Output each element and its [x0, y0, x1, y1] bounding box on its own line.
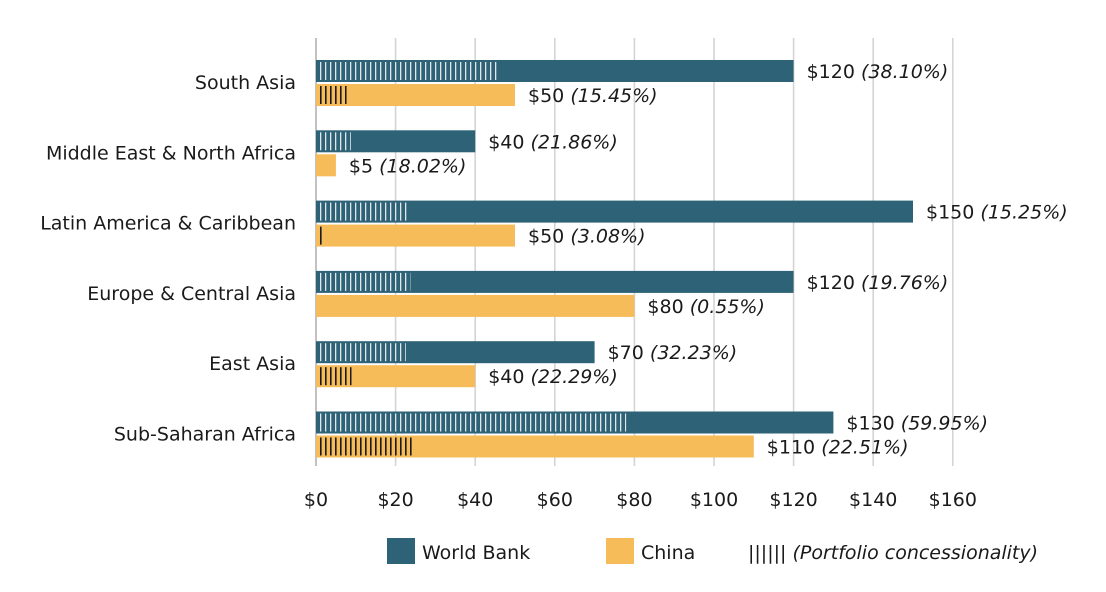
- x-tick-label: $80: [616, 489, 652, 511]
- category-label: Sub-Saharan Africa: [114, 424, 296, 446]
- x-tick-label: $140: [849, 489, 897, 511]
- china-concessionality-hatch: [318, 86, 347, 104]
- bars: [316, 60, 913, 458]
- china-concessionality-hatch: [318, 296, 320, 315]
- china-bar: [316, 294, 635, 317]
- china-value-label: $40 (22.29%): [488, 366, 618, 388]
- world-bank-concessionality-hatch: [318, 343, 406, 362]
- x-tick-label: $0: [304, 489, 328, 511]
- legend-swatch: [606, 538, 634, 564]
- china-bar: [316, 365, 476, 388]
- world-bank-value-label: $40 (21.86%): [488, 131, 618, 153]
- world-bank-bar: [316, 270, 794, 293]
- world-bank-concessionality-hatch: [318, 272, 411, 291]
- china-value-label: $50 (3.08%): [528, 226, 646, 248]
- category-label: Middle East & North Africa: [46, 142, 296, 164]
- x-tick-label: $20: [377, 489, 413, 511]
- china-value-label: $50 (15.45%): [528, 85, 658, 107]
- category-label: East Asia: [209, 353, 296, 375]
- world-bank-value-label: $130 (59.95%): [846, 413, 988, 435]
- category-label: South Asia: [195, 72, 296, 94]
- legend-label: World Bank: [422, 542, 530, 564]
- china-bar: [316, 154, 336, 177]
- grid-lines: [315, 38, 954, 466]
- legend-swatch: [387, 538, 415, 564]
- world-bank-value-label: $120 (19.76%): [807, 272, 949, 294]
- china-concessionality-hatch: [318, 156, 320, 175]
- legend: World Bank China |||||| (Portfolio concess…: [387, 538, 1038, 564]
- world-bank-value-label: $120 (38.10%): [807, 61, 949, 83]
- labels: $0 $20 $40 $60 $80 $100 $120 $140 $160 South Asia…: [40, 61, 1068, 511]
- china-concessionality-hatch: [318, 367, 352, 386]
- world-bank-value-label: $150 (15.25%): [926, 202, 1068, 224]
- world-bank-bar: [316, 130, 476, 153]
- x-tick-label: $60: [537, 489, 573, 511]
- x-tick-label: $120: [769, 489, 817, 511]
- legend-label: China: [641, 542, 695, 564]
- world-bank-bar: [316, 200, 913, 223]
- china-bar: [316, 224, 515, 247]
- x-tick-label: $40: [457, 489, 493, 511]
- china-bar: [316, 435, 754, 458]
- category-label: Latin America & Caribbean: [40, 213, 296, 235]
- china-value-label: $110 (22.51%): [767, 437, 909, 459]
- china-concessionality-hatch: [318, 226, 323, 245]
- x-tick-label: $100: [690, 489, 738, 511]
- china-value-label: $80 (0.55%): [647, 296, 765, 318]
- category-label: Europe & Central Asia: [87, 283, 296, 305]
- world-bank-concessionality-hatch: [318, 202, 408, 221]
- x-tick-label: $160: [929, 489, 977, 511]
- world-bank-concessionality-hatch: [318, 413, 627, 432]
- china-value-label: $5 (18.02%): [349, 155, 467, 177]
- legend-label: |||||| (Portfolio concessionality): [748, 542, 1038, 564]
- world-bank-concessionality-hatch: [318, 132, 351, 151]
- world-bank-concessionality-hatch: [318, 62, 498, 80]
- china-bar: [316, 84, 515, 106]
- world-bank-value-label: $70 (32.23%): [608, 342, 738, 364]
- china-concessionality-hatch: [318, 437, 415, 456]
